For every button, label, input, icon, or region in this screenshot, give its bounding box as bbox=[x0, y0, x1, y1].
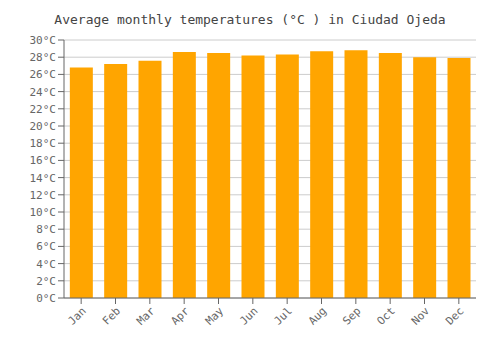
svg-text:Sep: Sep bbox=[340, 304, 363, 327]
svg-text:20°C: 20°C bbox=[30, 120, 57, 133]
svg-text:Jun: Jun bbox=[237, 304, 260, 327]
svg-text:26°C: 26°C bbox=[30, 68, 57, 81]
svg-text:16°C: 16°C bbox=[30, 154, 57, 167]
svg-text:18°C: 18°C bbox=[30, 137, 57, 150]
svg-text:Dec: Dec bbox=[443, 304, 466, 327]
svg-text:8°C: 8°C bbox=[36, 223, 56, 236]
svg-text:6°C: 6°C bbox=[36, 240, 56, 253]
svg-text:10°C: 10°C bbox=[30, 206, 57, 219]
html-text:Average monthly temperatures (: Average monthly temperatures (°C ) in Ci… bbox=[54, 12, 446, 27]
svg-text:12°C: 12°C bbox=[30, 189, 57, 202]
svg-text:Nov: Nov bbox=[409, 304, 433, 328]
svg-text:Oct: Oct bbox=[375, 304, 398, 327]
svg-text:Apr: Apr bbox=[169, 304, 193, 328]
svg-text:14°C: 14°C bbox=[30, 172, 57, 185]
svg-text:30°C: 30°C bbox=[30, 34, 57, 47]
svg-text:24°C: 24°C bbox=[30, 86, 57, 99]
svg-text:Mar: Mar bbox=[134, 304, 158, 328]
svg-text:Feb: Feb bbox=[100, 304, 123, 327]
svg-text:22°C: 22°C bbox=[30, 103, 57, 116]
svg-text:2°C: 2°C bbox=[36, 275, 56, 288]
svg-text:May: May bbox=[203, 304, 227, 328]
svg-text:4°C: 4°C bbox=[36, 258, 56, 271]
svg-text:28°C: 28°C bbox=[30, 51, 57, 64]
svg-text:Jan: Jan bbox=[66, 304, 89, 327]
svg-text:Aug: Aug bbox=[306, 304, 329, 327]
svg-text:Jul: Jul bbox=[272, 304, 295, 327]
svg-text:0°C: 0°C bbox=[36, 292, 56, 305]
